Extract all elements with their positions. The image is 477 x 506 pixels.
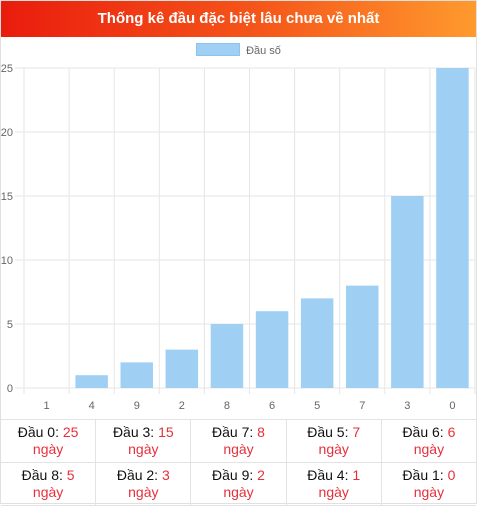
- bar-chart: 0 5 10 15 20 25 1 4 9 2 8 6 5 7 3 0: [1, 63, 476, 412]
- stats-table: Đầu 0: 25 ngày Đầu 3: 15 ngày Đầu 7: 8 ngày…: [1, 419, 476, 506]
- stat-cell: Đầu 0: 25 ngày: [1, 420, 97, 462]
- stat-label: Đầu 1:: [402, 467, 444, 483]
- stat-unit: ngày: [32, 484, 64, 500]
- stat-label: Đầu 7:: [212, 424, 254, 440]
- y-tick-label: 5: [7, 319, 13, 331]
- x-tick-label: 6: [269, 400, 275, 412]
- stat-cell: Đầu 9: 2 ngày: [191, 463, 287, 505]
- bar-3: [391, 196, 424, 388]
- stat-label: Đầu 3:: [112, 424, 155, 440]
- stat-label: Đầu 8:: [21, 467, 63, 483]
- stat-cell: Đầu 5: 7 ngày: [287, 420, 382, 462]
- stat-cell: Đầu 2: 3 ngày: [96, 463, 192, 505]
- stat-cell: Đầu 6: 6 ngày: [382, 420, 476, 462]
- stat-cell: Đầu 8: 5 ngày: [1, 463, 97, 505]
- stat-value: 15: [158, 424, 174, 440]
- stat-cell: Đầu 7: 8 ngày: [191, 420, 287, 462]
- stat-value: 1: [352, 467, 361, 483]
- legend-label: Đầu số: [246, 45, 281, 57]
- stat-label: Đầu 9:: [212, 467, 254, 483]
- x-tick-label: 4: [89, 400, 95, 412]
- bar-0: [436, 68, 469, 388]
- stat-value: 6: [447, 424, 456, 440]
- stat-label: Đầu 2:: [116, 467, 159, 483]
- stat-value: 7: [352, 424, 361, 440]
- stat-cell: Đầu 4: 1 ngày: [287, 463, 382, 505]
- stat-label: Đầu 0:: [17, 424, 59, 440]
- stat-unit: ngày: [318, 484, 349, 500]
- bar-4: [75, 375, 108, 388]
- stat-value: 3: [161, 467, 170, 483]
- stat-value: 8: [257, 424, 265, 440]
- y-tick-label: 15: [1, 191, 13, 203]
- y-tick-label: 0: [7, 383, 13, 395]
- axis-labels: 0 5 10 15 20 25 1 4 9 2 8 6 5 7 3 0: [1, 63, 456, 412]
- x-tick-label: 7: [359, 400, 365, 412]
- stats-row: Đầu 0: 25 ngày Đầu 3: 15 ngày Đầu 7: 8 ngày…: [1, 420, 476, 463]
- bar-2: [165, 349, 199, 388]
- x-tick-label: 0: [449, 400, 455, 412]
- stat-unit: ngày: [223, 441, 254, 457]
- stat-label: Đầu 6:: [402, 424, 444, 440]
- y-tick-label: 10: [1, 255, 13, 267]
- stat-cell: Đầu 1: 0 ngày: [382, 463, 476, 505]
- stat-value: 2: [257, 467, 265, 483]
- x-tick-label: 2: [179, 400, 185, 412]
- stats-row: Đầu 8: 5 ngày Đầu 2: 3 ngày Đầu 9: 2 ngày Đ…: [1, 463, 476, 506]
- chart-legend[interactable]: Đầu số: [1, 43, 476, 57]
- stat-label: Đầu 4:: [307, 467, 349, 483]
- stat-unit: ngày: [128, 484, 159, 500]
- stat-label: Đầu 5:: [307, 424, 349, 440]
- stat-value: 0: [447, 467, 456, 483]
- bar-5: [300, 298, 334, 388]
- stat-unit: ngày: [318, 441, 349, 457]
- stat-value: 5: [66, 467, 75, 483]
- bar-9: [120, 362, 153, 388]
- x-tick-label: 1: [43, 400, 49, 412]
- stat-unit: ngày: [413, 484, 445, 500]
- y-tick-label: 20: [1, 127, 13, 139]
- legend-swatch: [196, 43, 241, 56]
- bar-6: [255, 311, 289, 388]
- x-tick-label: 9: [134, 400, 140, 412]
- stat-unit: ngày: [413, 441, 445, 457]
- bar-8: [210, 324, 244, 388]
- page-title: Thống kê đầu đặc biệt lâu chưa về nhất: [1, 1, 476, 37]
- x-tick-label: 8: [224, 400, 230, 412]
- stat-value: 25: [62, 424, 79, 440]
- stat-unit: ngày: [32, 441, 64, 457]
- y-tick-label: 25: [1, 63, 13, 75]
- bars: [75, 68, 469, 388]
- x-tick-label: 5: [314, 400, 320, 412]
- x-tick-label: 3: [404, 400, 410, 412]
- bar-7: [346, 285, 379, 388]
- stat-unit: ngày: [223, 484, 254, 500]
- stat-cell: Đầu 3: 15 ngày: [96, 420, 192, 462]
- stat-unit: ngày: [128, 441, 159, 457]
